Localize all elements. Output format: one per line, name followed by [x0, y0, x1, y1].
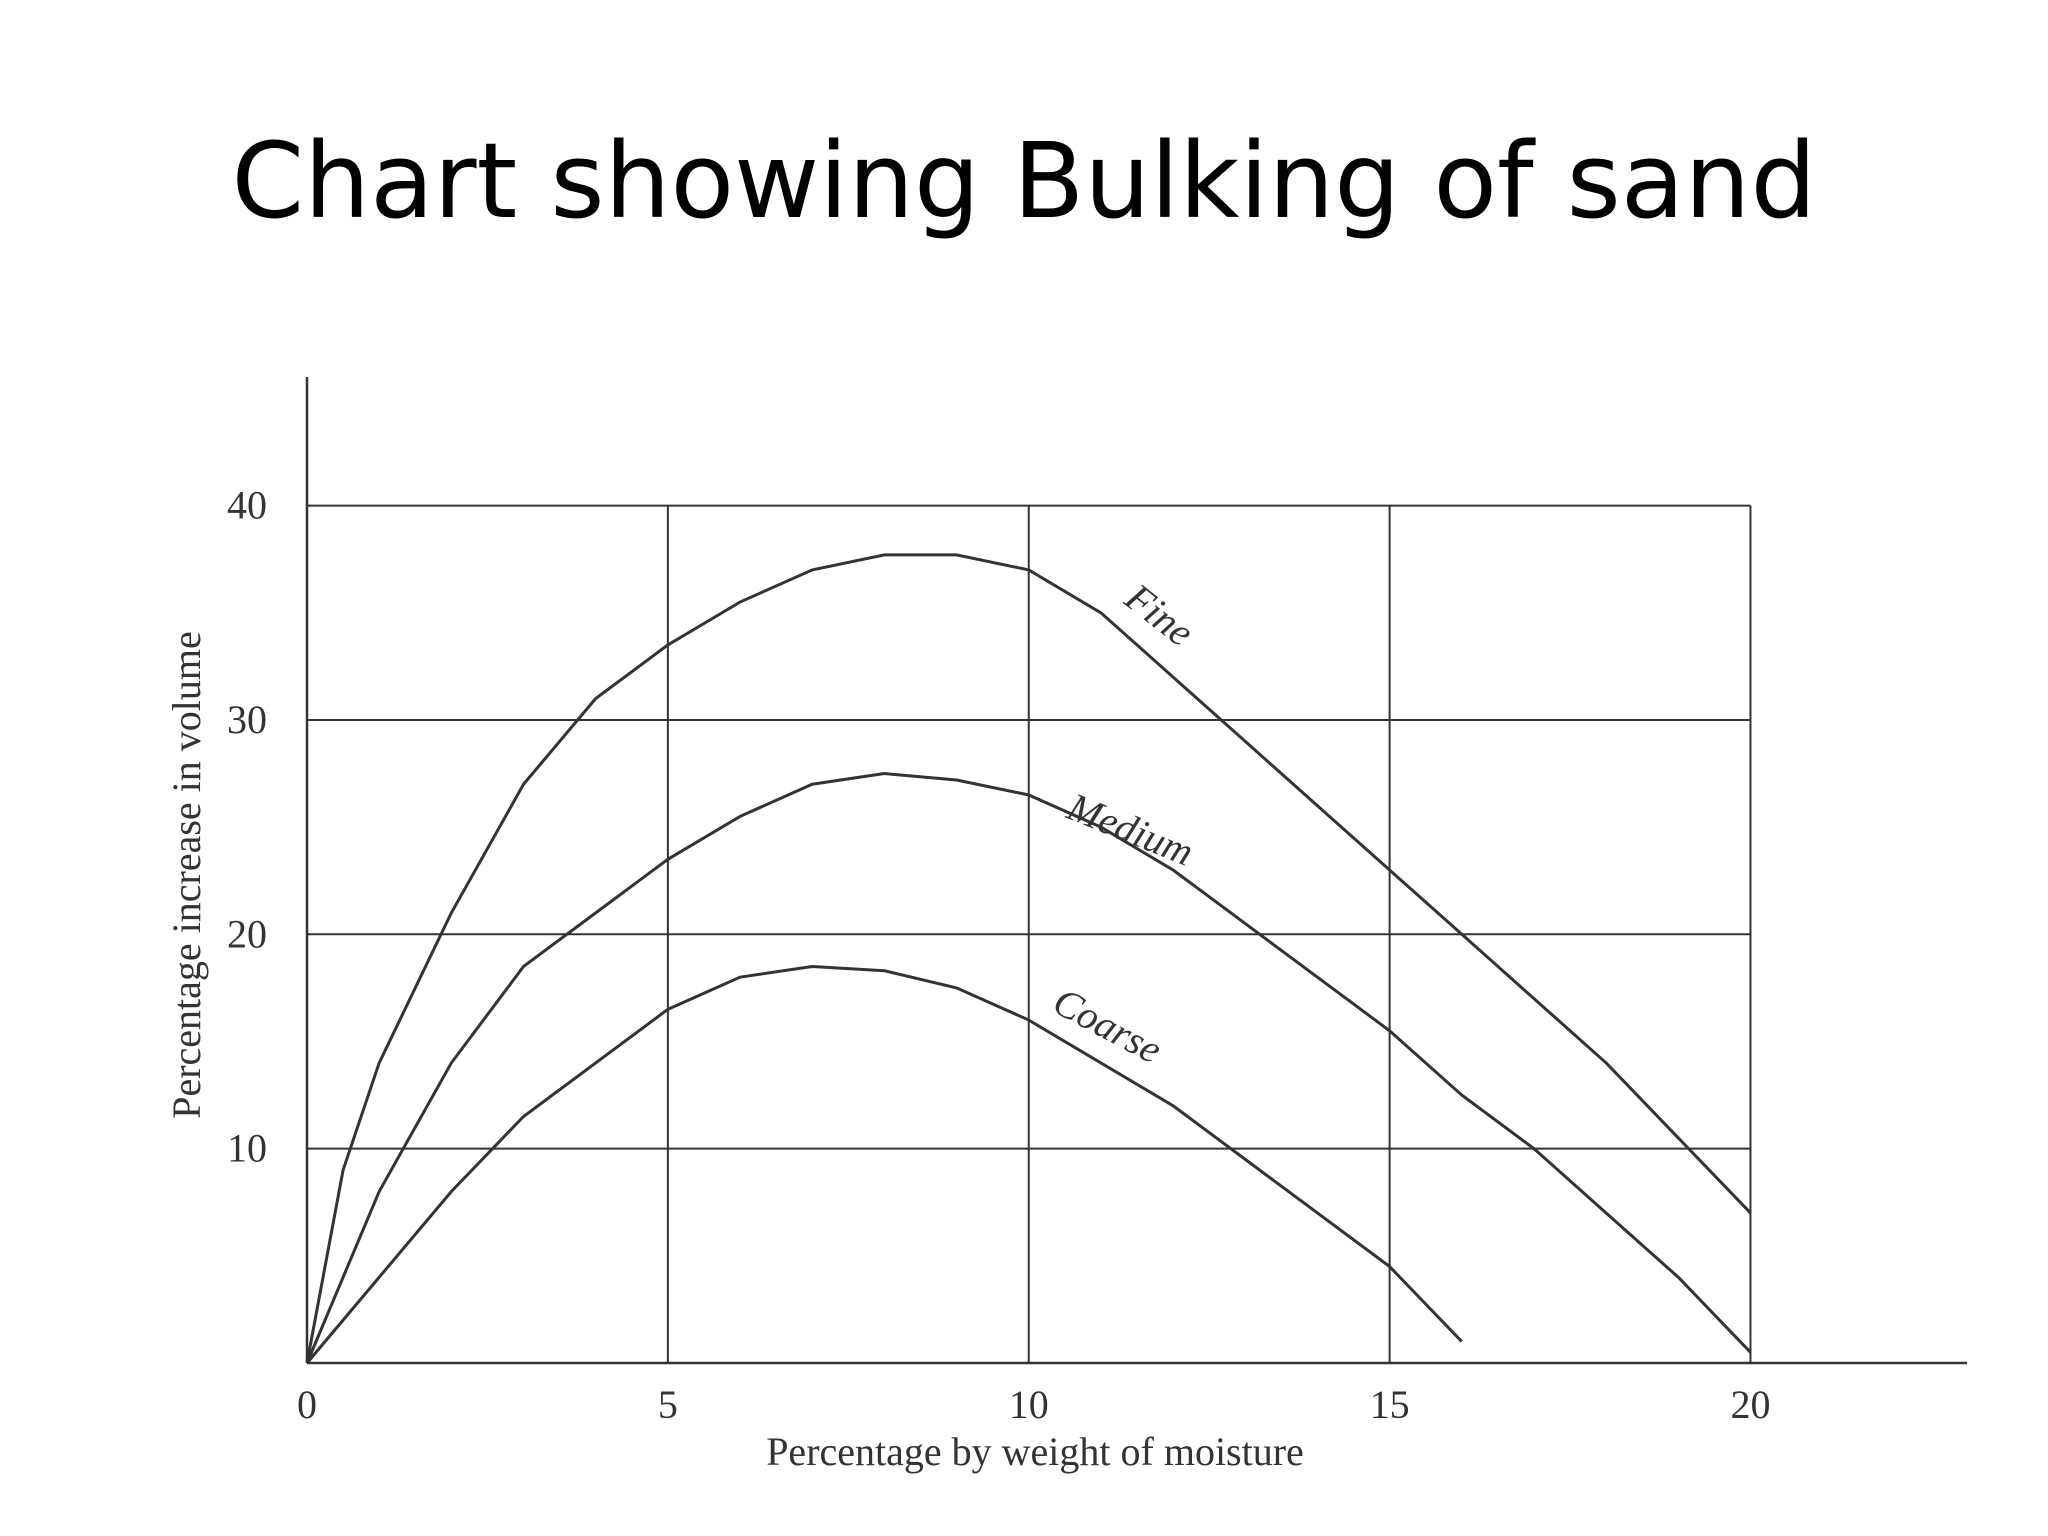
series-line [305, 553, 1752, 1364]
series-line [305, 772, 1752, 1364]
y-tick-label: 40 [227, 483, 267, 528]
series-label: Fine [1116, 574, 1202, 655]
x-tick-label: 10 [1009, 1382, 1049, 1427]
series-label: Medium [1061, 783, 1200, 874]
chart-title: Chart showing Bulking of sand [231, 120, 1817, 242]
series-line [305, 964, 1463, 1364]
y-tick-label: 10 [227, 1126, 267, 1171]
x-tick-label: 15 [1370, 1382, 1410, 1427]
y-tick-label: 20 [227, 911, 267, 956]
x-axis-label: Percentage by weight of moisture [766, 1429, 1304, 1474]
series-label: Coarse [1046, 978, 1169, 1072]
x-tick-label: 20 [1730, 1382, 1770, 1427]
x-tick-label: 0 [297, 1382, 317, 1427]
x-tick-label: 5 [658, 1382, 678, 1427]
y-tick-label: 30 [227, 697, 267, 742]
y-axis-label: Percentage increase in volume [164, 631, 209, 1119]
